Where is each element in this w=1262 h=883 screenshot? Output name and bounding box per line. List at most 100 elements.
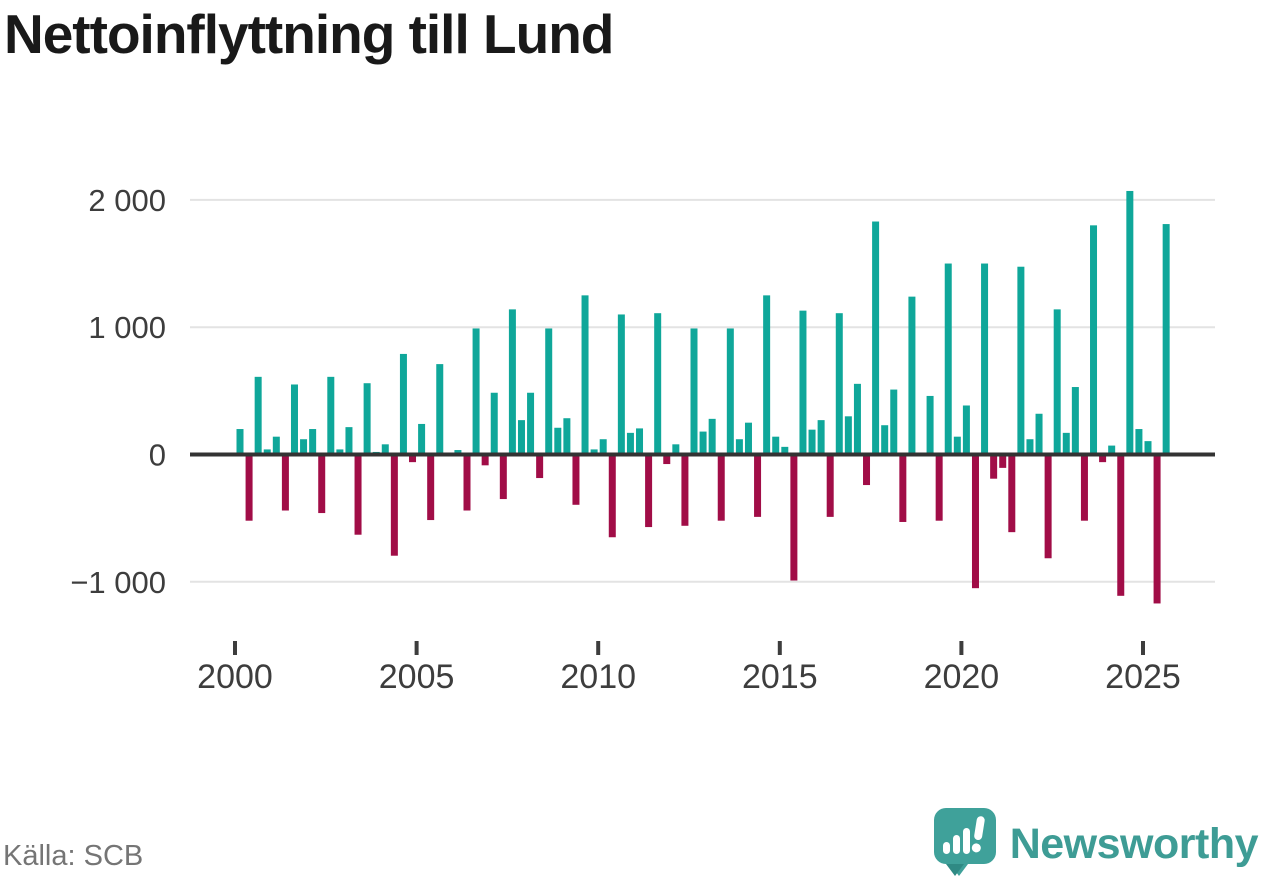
bar-2004-Q4 xyxy=(409,454,417,463)
bar-2011-Q3 xyxy=(654,313,662,455)
x-tick-label-2015: 2015 xyxy=(742,658,818,696)
bar-2024-Q1 xyxy=(1108,445,1116,455)
bar-2020-Q2 xyxy=(971,454,979,589)
bar-2006-Q4 xyxy=(481,454,489,466)
bar-2002-Q2 xyxy=(318,454,326,514)
bar-2016-Q3 xyxy=(835,313,843,455)
bar-2012-Q1 xyxy=(672,444,680,455)
bar-2023-Q4 xyxy=(1099,454,1107,463)
bar-2023-Q3 xyxy=(1090,225,1098,455)
bar-2008-Q3 xyxy=(545,328,553,455)
bar-2024-Q3 xyxy=(1126,190,1134,455)
bar-2019-Q3 xyxy=(944,263,952,455)
bar-2020-Q3 xyxy=(981,263,989,455)
bar-2019-Q2 xyxy=(935,454,943,521)
bar-2011-Q1 xyxy=(636,428,644,455)
bar-2022-Q2 xyxy=(1044,454,1052,559)
bar-2021-Q1 xyxy=(999,454,1007,468)
newsworthy-brand: Newsworthy xyxy=(932,806,1259,883)
bar-2002-Q1 xyxy=(309,429,317,455)
bar-2004-Q1 xyxy=(381,444,389,455)
chart-title: Nettoinflyttning till Lund xyxy=(4,3,614,65)
bar-2007-Q1 xyxy=(490,392,498,455)
bar-2010-Q2 xyxy=(608,454,616,538)
bar-2003-Q3 xyxy=(363,383,371,455)
bar-2013-Q2 xyxy=(717,454,725,521)
bar-2001-Q1 xyxy=(272,436,280,455)
bar-2008-Q1 xyxy=(527,392,535,455)
bar-2013-Q3 xyxy=(726,328,734,455)
source-label: Källa: SCB xyxy=(3,840,144,872)
bar-2000-Q3 xyxy=(254,376,262,455)
bar-2025-Q1 xyxy=(1144,441,1152,455)
bar-2001-Q2 xyxy=(281,454,289,511)
bar-2007-Q2 xyxy=(499,454,507,500)
bar-2016-Q1 xyxy=(817,420,825,455)
bar-2003-Q2 xyxy=(354,454,362,535)
bar-2022-Q1 xyxy=(1035,413,1043,455)
bar-2007-Q4 xyxy=(517,420,525,455)
newsworthy-logo-icon xyxy=(932,806,998,883)
x-tick-label-2000: 2000 xyxy=(197,658,273,696)
bar-2007-Q3 xyxy=(508,309,516,455)
bar-2002-Q4 xyxy=(336,449,344,455)
bar-2010-Q1 xyxy=(599,439,607,455)
bar-2013-Q4 xyxy=(735,439,743,455)
bar-2004-Q3 xyxy=(399,353,407,455)
bar-2025-Q2 xyxy=(1153,454,1161,604)
bar-2015-Q2 xyxy=(790,454,798,581)
bar-2024-Q2 xyxy=(1117,454,1125,596)
y-tick-label--1000: −1 000 xyxy=(70,565,166,600)
bar-2006-Q1 xyxy=(454,450,462,455)
bar-2025-Q3 xyxy=(1162,224,1170,455)
bar-2009-Q3 xyxy=(581,295,589,455)
y-tick-label-1000: 1 000 xyxy=(88,310,166,345)
bar-2014-Q2 xyxy=(754,454,762,517)
bar-2012-Q4 xyxy=(699,431,707,455)
bar-2021-Q2 xyxy=(1008,454,1016,533)
bar-2014-Q3 xyxy=(763,295,771,455)
bar-2010-Q3 xyxy=(617,314,625,455)
bar-2018-Q1 xyxy=(890,389,898,455)
bar-2016-Q4 xyxy=(844,416,852,455)
bar-2009-Q2 xyxy=(572,454,580,505)
bar-2001-Q3 xyxy=(290,384,298,455)
bar-2024-Q4 xyxy=(1135,429,1143,455)
x-tick-label-2005: 2005 xyxy=(379,658,455,696)
bar-2021-Q4 xyxy=(1026,439,1034,455)
bar-2005-Q3 xyxy=(436,364,444,455)
bar-2022-Q3 xyxy=(1053,309,1061,455)
bar-2005-Q1 xyxy=(418,423,426,455)
bar-2000-Q2 xyxy=(245,454,253,521)
newsworthy-wordmark: Newsworthy xyxy=(1009,820,1259,868)
bar-2017-Q1 xyxy=(853,383,861,455)
bar-2018-Q2 xyxy=(899,454,907,522)
bar-2022-Q4 xyxy=(1062,432,1070,455)
bar-2019-Q1 xyxy=(926,395,934,455)
bar-2016-Q2 xyxy=(826,454,834,517)
bar-2008-Q2 xyxy=(536,454,544,479)
bar-2018-Q3 xyxy=(908,296,916,455)
bar-2020-Q1 xyxy=(962,405,970,455)
bar-2006-Q2 xyxy=(463,454,471,511)
bar-2001-Q4 xyxy=(300,439,308,455)
bar-2023-Q2 xyxy=(1080,454,1088,521)
bar-2023-Q1 xyxy=(1071,387,1079,455)
bar-2003-Q1 xyxy=(345,427,353,455)
bar-2014-Q4 xyxy=(772,436,780,455)
bar-2004-Q2 xyxy=(390,454,398,556)
bar-2015-Q3 xyxy=(799,310,807,455)
bar-2017-Q3 xyxy=(872,221,880,455)
bar-2011-Q4 xyxy=(663,454,671,465)
x-tick-label-2010: 2010 xyxy=(560,658,636,696)
bar-2015-Q1 xyxy=(781,446,789,455)
bar-2011-Q2 xyxy=(645,454,653,528)
bar-2020-Q4 xyxy=(990,454,998,479)
bar-2006-Q3 xyxy=(472,328,480,455)
bar-2015-Q4 xyxy=(808,429,816,455)
x-tick-label-2025: 2025 xyxy=(1105,658,1181,696)
bar-2010-Q4 xyxy=(626,432,634,455)
bar-2012-Q3 xyxy=(690,328,698,455)
bar-2005-Q2 xyxy=(427,454,435,521)
